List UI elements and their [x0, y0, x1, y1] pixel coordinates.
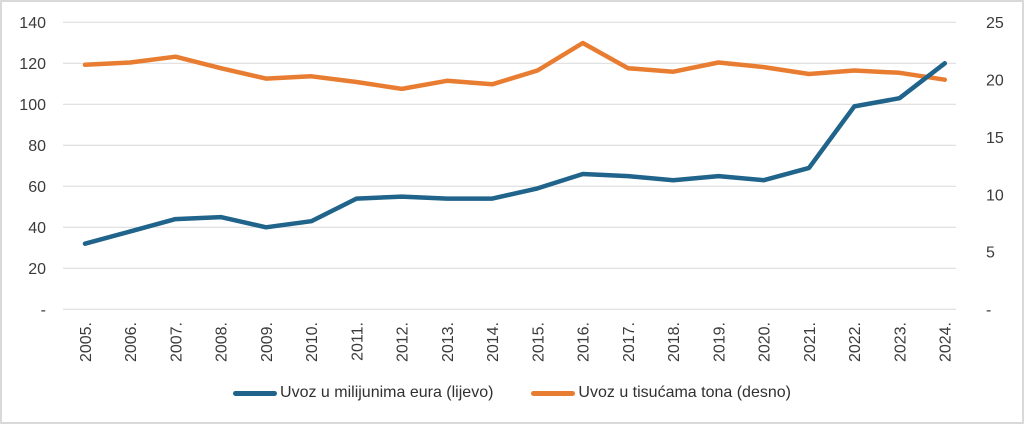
left-axis-tick-label: 20 [28, 261, 46, 278]
x-axis-tick-label: 2010. [304, 322, 321, 362]
x-axis-tick-label: 2011. [349, 322, 366, 361]
x-axis-tick-label: 2020. [757, 322, 774, 362]
left-axis-tick-label: 120 [19, 56, 46, 73]
x-axis-tick-label: 2016. [576, 322, 593, 362]
legend-item-eur: Uvoz u milijunima eura (lijevo) [233, 384, 493, 402]
x-axis-tick-label: 2013. [440, 322, 457, 362]
series-line-tona [82, 40, 948, 92]
x-axis-tick-label: 2017. [621, 322, 638, 362]
x-axis-tick-label: 2022. [847, 322, 864, 362]
right-axis-tick-label: 25 [986, 15, 1004, 32]
x-axis-tick-label: 2019. [711, 322, 728, 362]
left-axis-tick-label: 100 [19, 97, 46, 114]
x-axis-tick-label: 2005. [78, 322, 95, 362]
right-axis-tick-label: 15 [986, 130, 1004, 147]
x-axis-tick-label: 2021. [802, 322, 819, 362]
right-axis-tick-label: 10 [986, 187, 1004, 204]
x-axis-tick-label: 2006. [123, 322, 140, 362]
left-axis-tick-label: 80 [28, 138, 46, 155]
left-axis-tick-label: 40 [28, 220, 46, 237]
legend-item-tona: Uvoz u tisućama tona (desno) [531, 384, 791, 402]
x-axis-tick-label: 2023. [892, 322, 909, 362]
legend-label-eur: Uvoz u milijunima eura (lijevo) [280, 384, 494, 401]
right-axis-tick-label: - [986, 302, 991, 319]
legend-label-tona: Uvoz u tisućama tona (desno) [578, 384, 791, 401]
legend: Uvoz u milijunima eura (lijevo) Uvoz u t… [2, 384, 1022, 402]
x-axis-tick-label: 2014. [485, 322, 502, 362]
right-axis-tick-label: 20 [986, 73, 1004, 90]
x-axis-tick-label: 2015. [530, 322, 547, 362]
left-axis-tick-label: 60 [28, 179, 46, 196]
x-axis-tick-label: 2018. [666, 322, 683, 362]
left-axis-tick-label: - [41, 302, 46, 319]
legend-line-sample-blue [233, 390, 278, 396]
right-axis-tick-label: 5 [986, 245, 995, 262]
series-line-eur [82, 61, 948, 246]
x-axis-tick-label: 2024. [938, 322, 955, 362]
x-axis-tick-label: 2008. [214, 322, 231, 362]
x-axis-tick-label: 2007. [168, 322, 185, 362]
x-axis-tick-label: 2012. [395, 322, 412, 362]
left-axis-tick-label: 140 [19, 15, 46, 32]
legend-line-sample-orange [531, 390, 576, 396]
x-axis-tick-label: 2009. [259, 322, 276, 362]
